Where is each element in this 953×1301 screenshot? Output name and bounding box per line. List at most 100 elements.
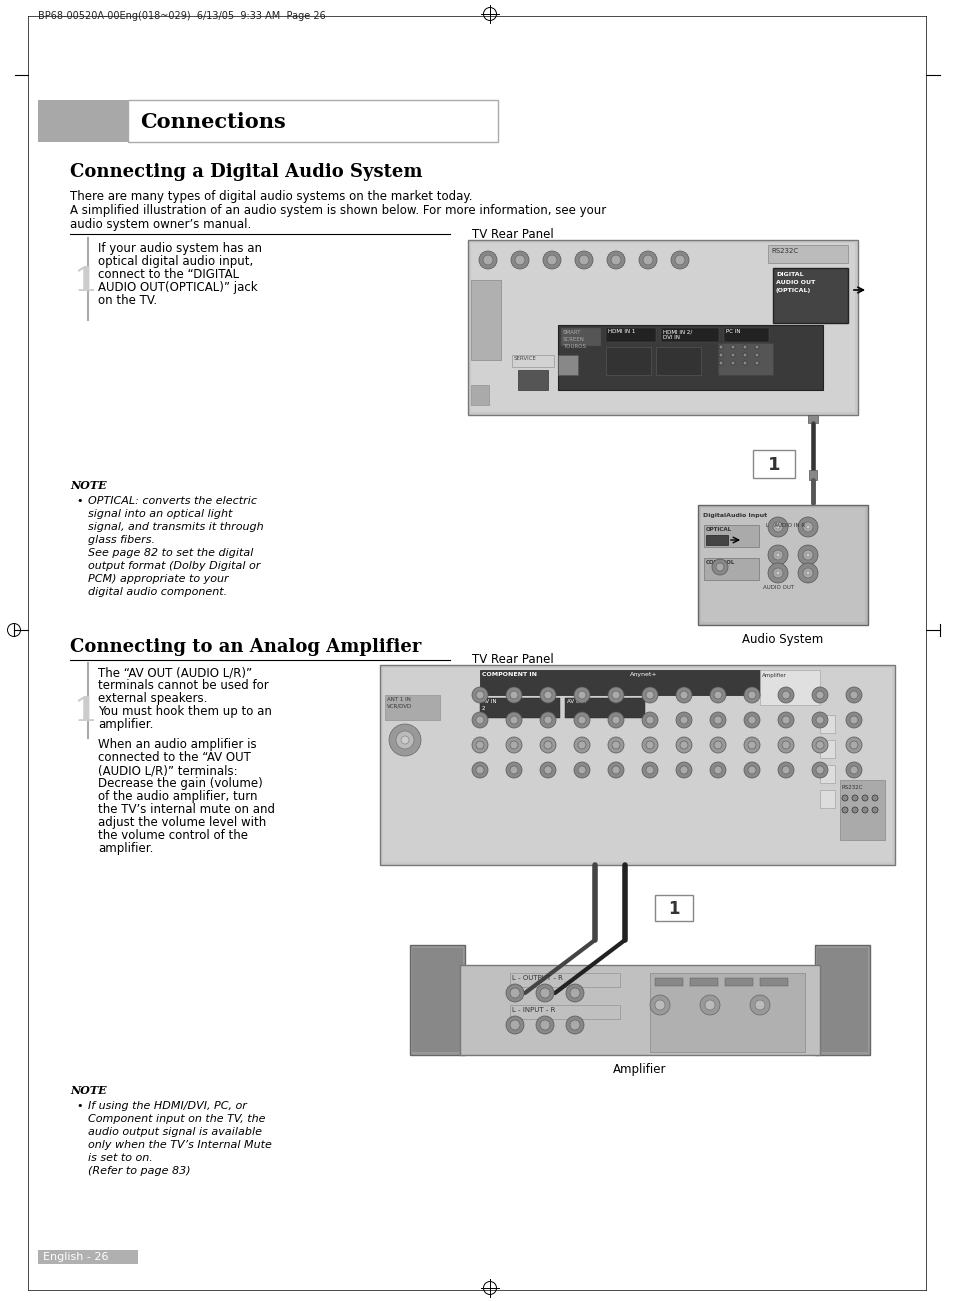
Bar [723, 328, 768, 342]
Bar [703, 558, 759, 580]
Circle shape [607, 712, 623, 729]
Circle shape [578, 716, 585, 723]
Circle shape [811, 687, 827, 703]
Bar [38, 1250, 138, 1265]
Circle shape [862, 807, 867, 813]
Bar [767, 245, 847, 263]
Circle shape [709, 712, 725, 729]
Text: •: • [76, 496, 82, 506]
Text: 1: 1 [74, 695, 97, 729]
Circle shape [754, 345, 759, 349]
Circle shape [781, 766, 789, 774]
Text: Component input on the TV, the: Component input on the TV, the [88, 1114, 265, 1124]
Bar [808, 470, 816, 480]
Circle shape [510, 691, 517, 699]
Text: audio output signal is available: audio output signal is available [88, 1127, 262, 1137]
Text: (AUDIO L/R)” terminals:: (AUDIO L/R)” terminals: [98, 764, 237, 777]
Circle shape [679, 766, 687, 774]
Text: TOUROS: TOUROS [562, 343, 585, 349]
Text: on the TV.: on the TV. [98, 294, 157, 307]
Circle shape [747, 691, 755, 699]
Bar [379, 665, 894, 865]
Text: L   AUDIO IN R: L AUDIO IN R [765, 523, 804, 528]
Circle shape [515, 255, 524, 265]
Circle shape [781, 691, 789, 699]
Circle shape [775, 571, 780, 575]
Text: English - 26: English - 26 [43, 1252, 109, 1262]
Circle shape [606, 251, 624, 269]
Bar [468, 239, 857, 415]
Text: PCM) appropriate to your: PCM) appropriate to your [88, 574, 229, 584]
Circle shape [845, 736, 862, 753]
Text: When an audio amplifier is: When an audio amplifier is [98, 738, 256, 751]
Circle shape [849, 716, 857, 723]
Text: COMPONENT IN: COMPONENT IN [481, 673, 537, 677]
Circle shape [841, 807, 847, 813]
Circle shape [775, 553, 780, 557]
Circle shape [851, 807, 857, 813]
Text: (OPTICAL): (OPTICAL) [775, 288, 810, 293]
Circle shape [772, 550, 782, 559]
Circle shape [700, 995, 720, 1015]
Circle shape [505, 687, 521, 703]
Circle shape [389, 723, 420, 756]
Circle shape [510, 987, 519, 998]
Circle shape [612, 742, 619, 749]
Bar [558, 325, 822, 390]
Circle shape [811, 736, 827, 753]
Circle shape [610, 255, 620, 265]
Text: Connections: Connections [140, 112, 286, 131]
Text: NOTE: NOTE [70, 1085, 107, 1095]
Circle shape [574, 687, 589, 703]
Circle shape [472, 762, 488, 778]
Text: TV Rear Panel: TV Rear Panel [472, 653, 553, 666]
Text: HDMI IN 2/: HDMI IN 2/ [662, 329, 692, 334]
Text: Amplifier: Amplifier [613, 1063, 666, 1076]
Circle shape [767, 516, 787, 537]
Bar [820, 765, 834, 783]
Circle shape [862, 795, 867, 801]
Text: digital audio component.: digital audio component. [88, 587, 227, 597]
Circle shape [505, 712, 521, 729]
Text: OPTICAL: converts the electric: OPTICAL: converts the electric [88, 496, 256, 506]
Circle shape [478, 251, 497, 269]
Text: A simplified illustration of an audio system is shown below. For more informatio: A simplified illustration of an audio sy… [70, 204, 605, 217]
Circle shape [709, 687, 725, 703]
Text: If your audio system has an: If your audio system has an [98, 242, 262, 255]
Bar [718, 343, 772, 375]
Circle shape [641, 762, 658, 778]
Bar [705, 535, 727, 545]
Circle shape [574, 762, 589, 778]
Circle shape [670, 251, 688, 269]
Text: optical digital audio input,: optical digital audio input, [98, 255, 253, 268]
Circle shape [565, 1016, 583, 1034]
Circle shape [841, 795, 847, 801]
Circle shape [641, 712, 658, 729]
Bar [820, 716, 834, 732]
Bar [459, 965, 820, 1055]
Bar [656, 347, 700, 375]
Circle shape [641, 687, 658, 703]
Circle shape [543, 766, 552, 774]
Text: external speakers.: external speakers. [98, 692, 207, 705]
Circle shape [849, 766, 857, 774]
Circle shape [747, 742, 755, 749]
Circle shape [536, 984, 554, 1002]
Bar [703, 526, 759, 546]
Circle shape [709, 762, 725, 778]
Circle shape [754, 360, 759, 366]
Text: adjust the volume level with: adjust the volume level with [98, 816, 266, 829]
Circle shape [676, 712, 691, 729]
Bar [760, 978, 787, 986]
Bar [471, 385, 489, 405]
Circle shape [743, 762, 760, 778]
Text: AUDIO OUT: AUDIO OUT [762, 585, 793, 589]
Bar [820, 740, 834, 758]
Circle shape [543, 716, 552, 723]
Text: Connecting a Digital Audio System: Connecting a Digital Audio System [70, 163, 422, 181]
Circle shape [578, 766, 585, 774]
Circle shape [815, 716, 823, 723]
Circle shape [505, 736, 521, 753]
Text: signal into an optical light: signal into an optical light [88, 509, 233, 519]
Circle shape [539, 736, 556, 753]
